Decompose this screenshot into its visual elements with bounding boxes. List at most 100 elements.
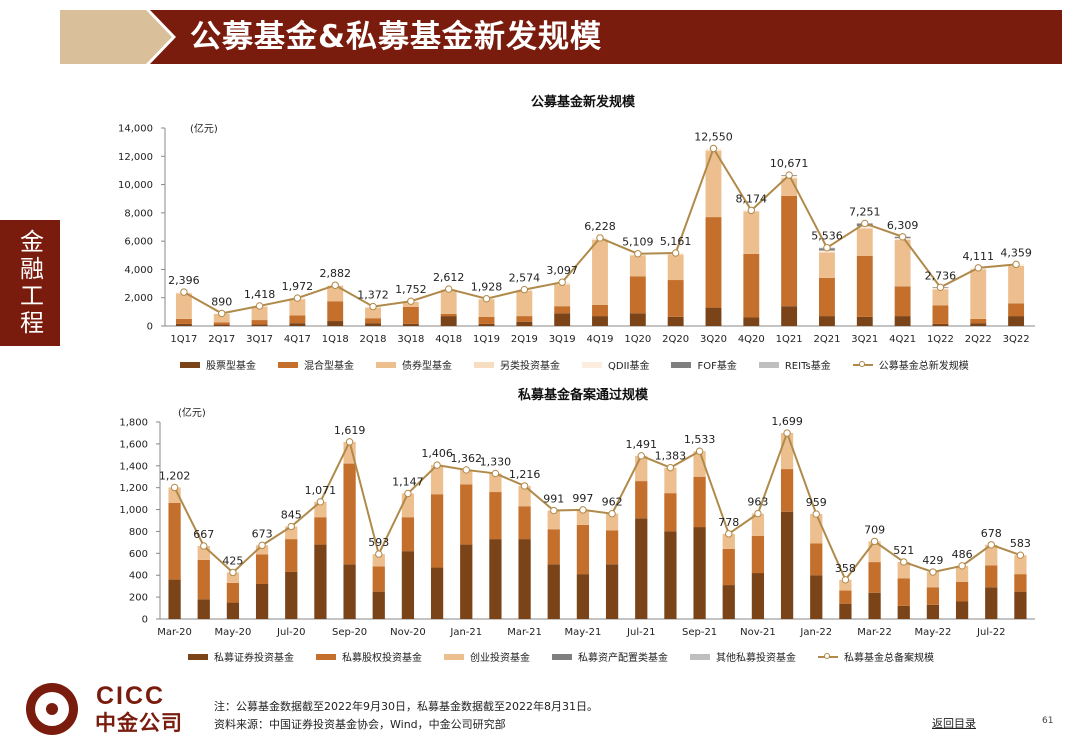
public-fund-xtick-label: 1Q22: [927, 334, 954, 345]
private-fund-bar: [518, 485, 531, 507]
private-fund-bar: [693, 527, 706, 619]
private-fund-bar: [926, 587, 940, 605]
private-fund-data-label: 962: [602, 496, 623, 509]
private-fund-bar: [693, 476, 706, 528]
private-fund-bar: [343, 564, 356, 619]
private-fund-legend-swatch: [188, 653, 208, 660]
private-fund-bar: [810, 514, 823, 544]
public-fund-data-label: 6,309: [887, 219, 919, 232]
public-fund-legend-item: 债券型基金: [376, 357, 452, 372]
private-fund-bar: [664, 531, 677, 619]
public-fund-bar: [856, 255, 873, 317]
private-fund-bar: [722, 533, 735, 549]
public-fund-data-label: 2,882: [319, 267, 351, 280]
private-fund-data-label: 1,202: [159, 469, 191, 482]
private-fund-total-point: [375, 550, 383, 558]
private-fund-total-point: [345, 438, 354, 446]
private-fund-bar: [955, 601, 969, 619]
private-fund-xtick-label: Mar-21: [507, 627, 542, 638]
public-fund-total-point: [293, 294, 302, 302]
private-fund-total-point: [666, 463, 675, 472]
public-fund-bar: [440, 289, 457, 314]
public-fund-bar: [327, 285, 344, 302]
public-fund-legend-item: REITs基金: [758, 357, 831, 372]
public-fund-legend-item: 另类投资基金: [474, 357, 560, 372]
public-fund-data-label: 7,251: [849, 205, 881, 218]
public-fund-legend-label: 混合型基金: [304, 361, 354, 372]
public-fund-xtick-label: 4Q20: [738, 334, 765, 345]
public-fund-ytick-label: 0: [147, 322, 153, 333]
public-fund-bar: [629, 276, 646, 314]
private-fund-data-label: 673: [252, 527, 273, 540]
public-fund-bar: [819, 250, 835, 253]
public-fund-bar: [743, 253, 760, 318]
public-fund-xtick-label: 1Q20: [624, 334, 651, 345]
private-fund-bar: [255, 554, 269, 584]
private-fund-ytick-label: 1,000: [119, 505, 148, 516]
private-fund-bar: [430, 465, 444, 495]
private-fund-legend-label: 私募证券投资基金: [214, 653, 294, 664]
public-fund-bar: [856, 228, 873, 256]
private-fund-data-label: 358: [835, 562, 856, 575]
private-fund-legend-swatch: [316, 653, 336, 660]
private-fund-legend-item: 创业投资基金: [444, 649, 530, 664]
public-fund-data-label: 2,574: [509, 272, 541, 285]
private-fund-total-point: [491, 469, 500, 478]
private-fund-xtick-label: May-21: [564, 627, 601, 638]
public-fund-data-label: 1,418: [244, 288, 276, 301]
public-fund-bar: [213, 313, 230, 323]
private-fund-total-point: [841, 576, 850, 584]
public-fund-bar: [667, 280, 684, 317]
private-fund-data-label: 991: [543, 493, 564, 506]
public-fund-bar: [365, 307, 381, 319]
private-fund-legend-swatch: [444, 653, 464, 660]
private-fund-xtick-label: Sep-21: [682, 627, 717, 638]
private-fund-bar: [985, 587, 998, 619]
public-fund-total-point: [482, 295, 491, 303]
public-fund-legend-label: 债券型基金: [402, 361, 452, 372]
public-fund-bar: [932, 289, 949, 306]
private-fund-data-label: 429: [922, 554, 943, 567]
private-fund-legend-item: 私募证券投资基金: [188, 649, 294, 664]
private-fund-data-label: 521: [893, 544, 914, 557]
private-fund-bar: [722, 585, 735, 619]
public-fund-legend-label: 股票型基金: [206, 361, 256, 372]
public-fund-xtick-label: 4Q17: [284, 334, 311, 345]
private-fund-legend-swatch: [552, 653, 572, 660]
private-fund-data-label: 1,533: [684, 433, 716, 446]
public-fund-ytick-label: 8,000: [124, 208, 153, 219]
private-fund-bar: [839, 603, 852, 619]
public-fund-legend-label: FOF基金: [697, 361, 737, 372]
private-fund-legend-item: 其他私募投资基金: [690, 649, 796, 664]
public-fund-total-point: [180, 288, 188, 296]
public-fund-bar: [894, 316, 911, 326]
private-fund-bar: [605, 564, 619, 619]
back-to-contents-link[interactable]: 返回目录: [932, 717, 976, 730]
public-fund-bar: [365, 323, 381, 326]
header-band: [150, 10, 1062, 64]
private-fund-bar: [314, 544, 327, 619]
public-fund-xtick-label: 3Q18: [397, 334, 424, 345]
private-fund-bar: [985, 565, 998, 588]
public-fund-bar: [175, 318, 192, 324]
public-fund-bar: [478, 299, 495, 317]
public-fund-unit-label: (亿元): [190, 122, 218, 135]
private-fund-data-label: 845: [281, 509, 302, 522]
private-fund-title: 私募基金备案通过规模: [518, 387, 649, 403]
public-fund-bar: [592, 316, 608, 326]
public-fund-ytick-label: 10,000: [118, 180, 153, 191]
public-fund-bar: [592, 239, 608, 305]
public-fund-bar: [856, 316, 873, 326]
private-fund-bar: [343, 463, 356, 565]
public-fund-data-label: 5,536: [811, 230, 843, 243]
cicc-logo: [26, 683, 78, 735]
private-fund-data-label: 1,071: [305, 484, 337, 497]
private-fund-bar: [489, 473, 502, 493]
private-fund-bar: [868, 562, 881, 593]
public-fund-total-point: [558, 278, 566, 286]
section-tab[interactable]: 金融工程: [0, 220, 60, 346]
private-fund-ytick-label: 1,600: [119, 439, 148, 450]
private-fund-legend-item: 私募基金总备案规模: [818, 649, 934, 664]
public-fund-data-label: 12,550: [694, 131, 733, 144]
public-fund-legend-label: 另类投资基金: [500, 361, 560, 372]
